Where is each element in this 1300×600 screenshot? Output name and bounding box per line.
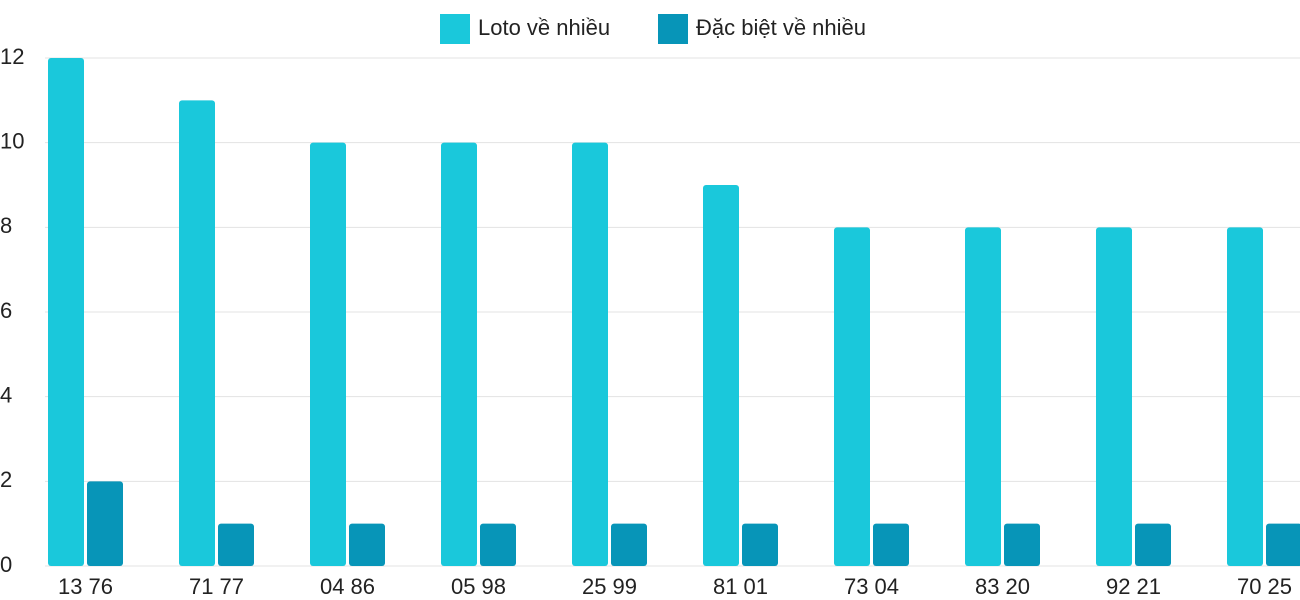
- y-tick-label: 12: [0, 44, 24, 69]
- legend-label: Loto về nhiều: [478, 15, 610, 40]
- x-tick-label: 05 98: [451, 574, 506, 599]
- x-tick-label: 04 86: [320, 574, 375, 599]
- bar: [48, 58, 84, 566]
- x-tick-label: 81 01: [713, 574, 768, 599]
- y-tick-label: 0: [0, 552, 12, 577]
- y-tick-label: 6: [0, 298, 12, 323]
- bar: [742, 523, 778, 566]
- bar: [441, 142, 477, 566]
- x-tick-label: 83 20: [975, 574, 1030, 599]
- x-tick-label: 73 04: [844, 574, 899, 599]
- bar: [179, 100, 215, 566]
- bar: [1096, 227, 1132, 567]
- legend-label: Đặc biệt về nhiều: [696, 15, 866, 40]
- x-tick-label: 25 99: [582, 574, 637, 599]
- bar: [218, 523, 254, 566]
- x-tick-label: 13 76: [58, 574, 113, 599]
- y-tick-label: 10: [0, 128, 24, 153]
- bar: [349, 523, 385, 566]
- bar: [703, 185, 739, 566]
- bar: [1135, 523, 1171, 566]
- bar: [1266, 523, 1300, 566]
- bar: [480, 523, 516, 566]
- bar: [87, 481, 123, 566]
- bar: [965, 227, 1001, 567]
- y-tick-label: 4: [0, 382, 12, 407]
- y-tick-label: 8: [0, 213, 12, 238]
- x-tick-label: 71 77: [189, 574, 244, 599]
- bar: [572, 142, 608, 566]
- x-tick-label: 70 25: [1237, 574, 1292, 599]
- bar: [873, 523, 909, 566]
- legend-swatch: [658, 14, 688, 44]
- bar: [611, 523, 647, 566]
- bar: [310, 142, 346, 566]
- bar: [1227, 227, 1263, 567]
- bar: [1004, 523, 1040, 566]
- bar: [834, 227, 870, 567]
- x-tick-label: 92 21: [1106, 574, 1161, 599]
- legend-swatch: [440, 14, 470, 44]
- y-tick-label: 2: [0, 467, 12, 492]
